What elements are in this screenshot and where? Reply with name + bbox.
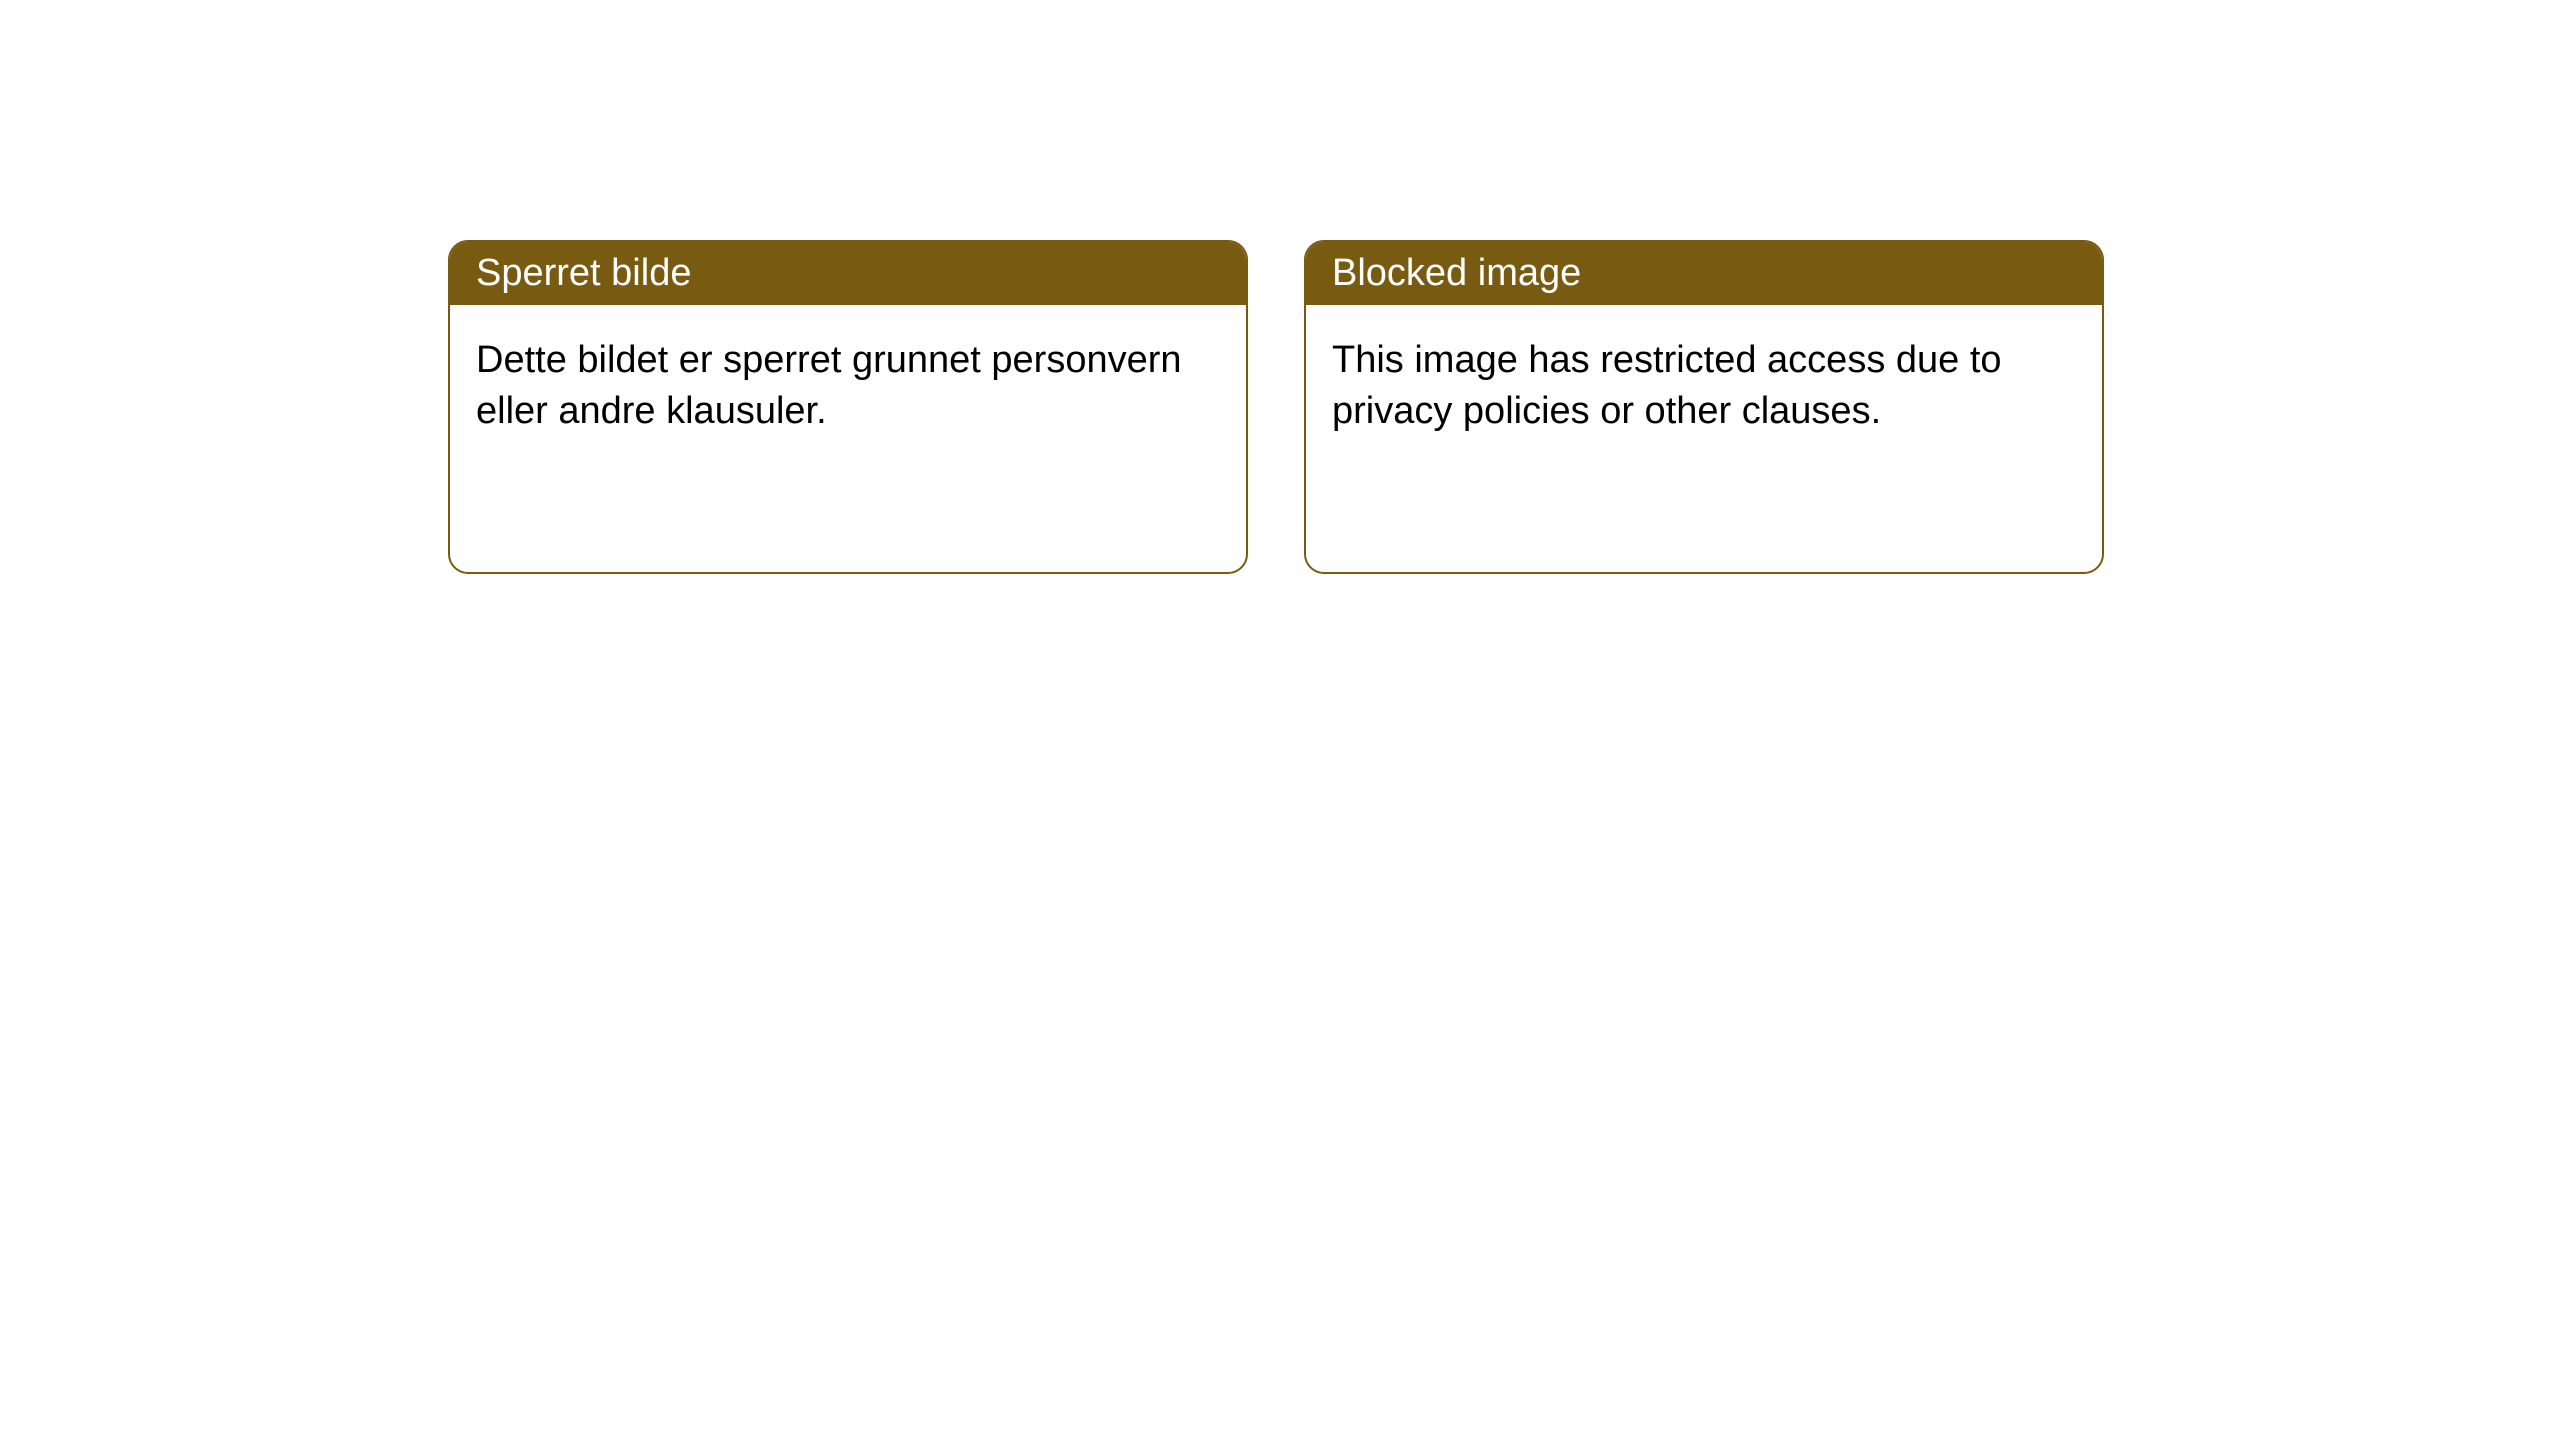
notice-body: This image has restricted access due to … <box>1306 305 2102 468</box>
notice-header: Sperret bilde <box>450 242 1246 305</box>
notice-header: Blocked image <box>1306 242 2102 305</box>
notice-container: Sperret bilde Dette bildet er sperret gr… <box>0 0 2560 574</box>
notice-body: Dette bildet er sperret grunnet personve… <box>450 305 1246 468</box>
notice-card-english: Blocked image This image has restricted … <box>1304 240 2104 574</box>
notice-card-norwegian: Sperret bilde Dette bildet er sperret gr… <box>448 240 1248 574</box>
